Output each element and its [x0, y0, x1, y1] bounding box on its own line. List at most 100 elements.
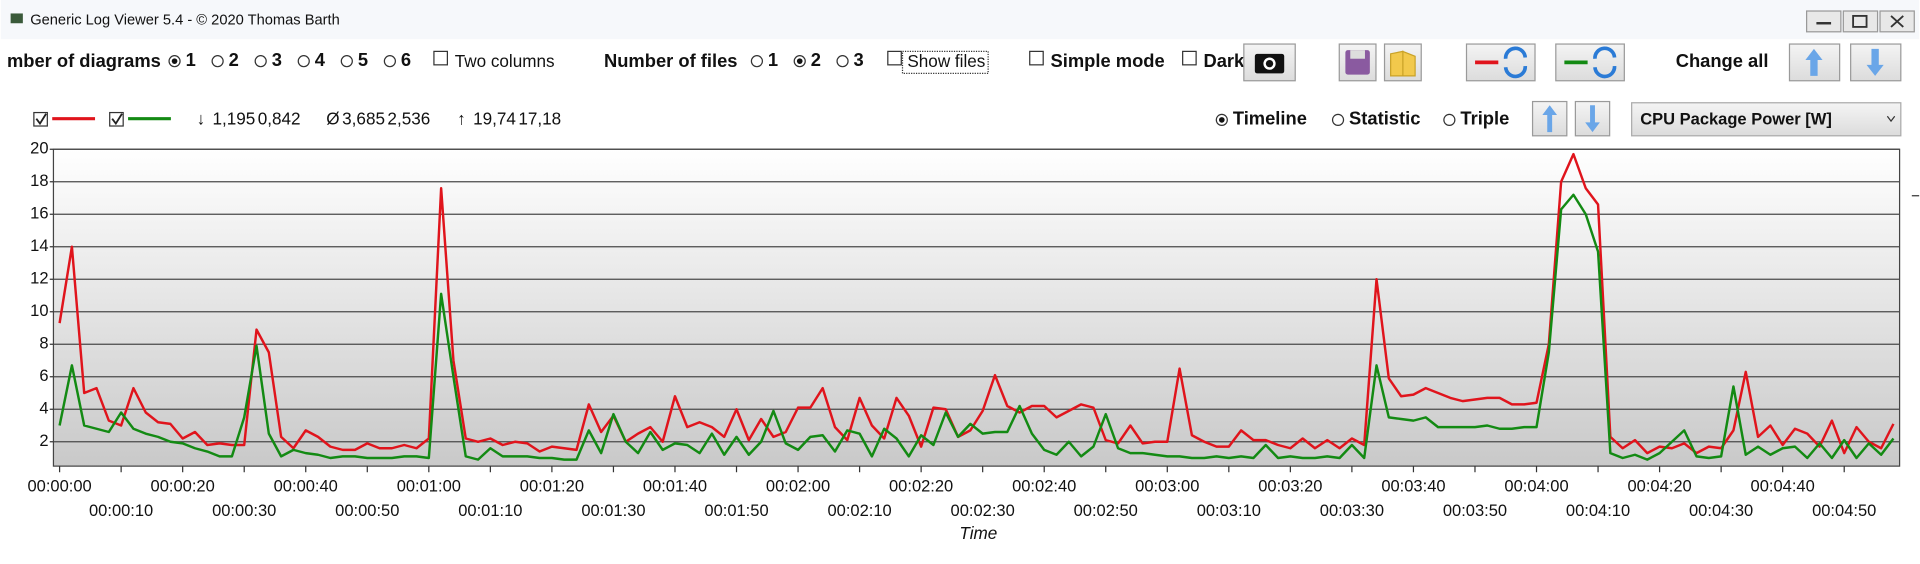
radio-option[interactable]: 2	[793, 49, 821, 70]
dark-label: Dark	[1203, 50, 1245, 71]
stat-symbol: Ø	[326, 109, 339, 128]
radio-label: 1	[186, 49, 196, 70]
dropdown-box	[1631, 102, 1902, 137]
move-down-all-button[interactable]	[1850, 43, 1902, 82]
radio-option[interactable]: 2	[211, 49, 239, 70]
simple-mode-checkbox[interactable]	[1029, 50, 1044, 66]
plot-area	[52, 148, 1901, 467]
data-line	[58, 193, 1895, 461]
x-tick-label: 00:04:30	[1689, 502, 1753, 520]
y-tick-label: 10	[30, 302, 48, 320]
maximize-icon	[1852, 14, 1868, 28]
x-tick-label: 00:01:10	[458, 502, 522, 520]
app-icon	[10, 13, 23, 24]
move-up-all-button[interactable]	[1788, 43, 1841, 82]
diagrams-label: mber of diagrams	[7, 50, 161, 71]
channel-dropdown[interactable]: CPU Package Power [W]	[1631, 102, 1902, 137]
x-tick-label: 00:04:10	[1566, 502, 1630, 520]
minimize-button[interactable]	[1806, 10, 1842, 33]
checkmark	[111, 113, 123, 126]
diagrams-radio-group: 1 2 3 4 5 6	[168, 49, 411, 70]
radio-option[interactable]: 5	[340, 49, 368, 70]
checkmark	[35, 113, 47, 126]
radio-option[interactable]: Statistic	[1331, 108, 1421, 129]
data-line	[58, 152, 1895, 455]
focus-rect	[901, 50, 989, 75]
stat-value: 2,536	[387, 109, 430, 128]
x-tick-label: 00:02:00	[766, 477, 830, 495]
stat-value: 0,842	[258, 109, 301, 128]
dark-checkbox[interactable]	[1182, 50, 1197, 66]
radio-label: Timeline	[1233, 108, 1307, 129]
radio-option[interactable]: 1	[750, 49, 778, 70]
radio-option[interactable]: Triple	[1443, 108, 1509, 129]
y-tick-label: 12	[30, 270, 48, 288]
x-tick-label: 00:03:20	[1258, 477, 1322, 495]
refresh-icon	[1503, 46, 1528, 79]
radio-button	[836, 55, 849, 68]
x-tick-label: 00:03:00	[1135, 477, 1199, 495]
x-tick-label: 00:01:00	[397, 477, 461, 495]
x-tick-label: 00:00:30	[212, 502, 276, 520]
two-columns-checkbox[interactable]	[433, 50, 448, 66]
close-icon	[1890, 15, 1904, 28]
radio-option[interactable]: Timeline	[1215, 108, 1307, 129]
y-tick-label: 6	[39, 367, 48, 385]
open-button[interactable]	[1383, 43, 1422, 82]
radio-label: Triple	[1460, 108, 1509, 129]
radio-dot	[796, 58, 803, 64]
stats: ↓ 1,195 0,842 Ø 3,685 2,536 ↑ 19,74 17,18	[197, 109, 562, 128]
minimize-icon	[1816, 22, 1832, 25]
radio-label: 6	[401, 49, 411, 70]
swap-red-button[interactable]	[1465, 43, 1536, 82]
x-tick-label: 00:04:40	[1751, 477, 1815, 495]
move-down-button[interactable]	[1574, 100, 1611, 137]
folder-icon	[1390, 50, 1416, 77]
x-tick-label: 00:03:40	[1381, 477, 1445, 495]
refresh-icon	[1593, 46, 1617, 79]
radio-label: 2	[811, 49, 821, 70]
view-radio-group: Timeline Statistic Triple	[1215, 108, 1509, 129]
maximize-button[interactable]	[1842, 10, 1879, 33]
x-tick-label: 00:00:10	[89, 502, 153, 520]
y-tick-label: 8	[39, 335, 48, 353]
radio-label: 5	[358, 49, 368, 70]
show-files-label: Show files	[907, 52, 985, 71]
radio-option[interactable]: 3	[254, 49, 282, 70]
radio-option[interactable]: 4	[297, 49, 326, 70]
radio-button	[1331, 113, 1345, 127]
radio-button	[750, 55, 764, 68]
radio-label: 2	[229, 49, 239, 70]
radio-option[interactable]: 3	[836, 49, 864, 70]
x-tick-label: 00:01:20	[520, 477, 584, 495]
stat-symbol: ↑	[457, 109, 466, 128]
window-controls[interactable]	[1806, 10, 1915, 33]
x-tick-label: 00:01:40	[643, 477, 707, 495]
move-up-button[interactable]	[1531, 100, 1568, 137]
save-button[interactable]	[1338, 43, 1377, 82]
x-tick-label: 00:02:40	[1012, 477, 1076, 495]
x-tick-label: 00:00:00	[27, 477, 91, 495]
x-axis-title: Time	[959, 524, 997, 543]
two-columns-label: Two columns	[455, 52, 555, 71]
x-tick-label: 00:02:30	[951, 502, 1015, 520]
screenshot-button[interactable]	[1243, 43, 1296, 82]
radio-option[interactable]: 1	[168, 49, 196, 70]
stat-symbol: ↓	[197, 109, 206, 128]
down-arrow-icon	[1866, 48, 1884, 76]
x-tick-label: 00:02:10	[827, 502, 891, 520]
dropdown-chevron	[1886, 115, 1896, 123]
x-tick-label: 00:00:50	[335, 502, 399, 520]
camera-lens-inner	[1265, 59, 1274, 68]
swap-green-button[interactable]	[1555, 43, 1625, 82]
show-files-checkbox[interactable]	[887, 50, 902, 66]
radio-button	[211, 55, 224, 68]
window-title: Generic Log Viewer 5.4 - © 2020 Thomas B…	[30, 13, 340, 29]
x-tick-label: 00:03:10	[1197, 502, 1261, 520]
x-tick-label: 00:01:50	[704, 502, 768, 520]
files-label: Number of files	[604, 50, 738, 71]
up-arrow-icon	[1542, 105, 1558, 133]
change-all-label: Change all	[1676, 50, 1769, 71]
radio-option[interactable]: 6	[383, 49, 411, 70]
stat-value: 19,74	[473, 109, 516, 128]
